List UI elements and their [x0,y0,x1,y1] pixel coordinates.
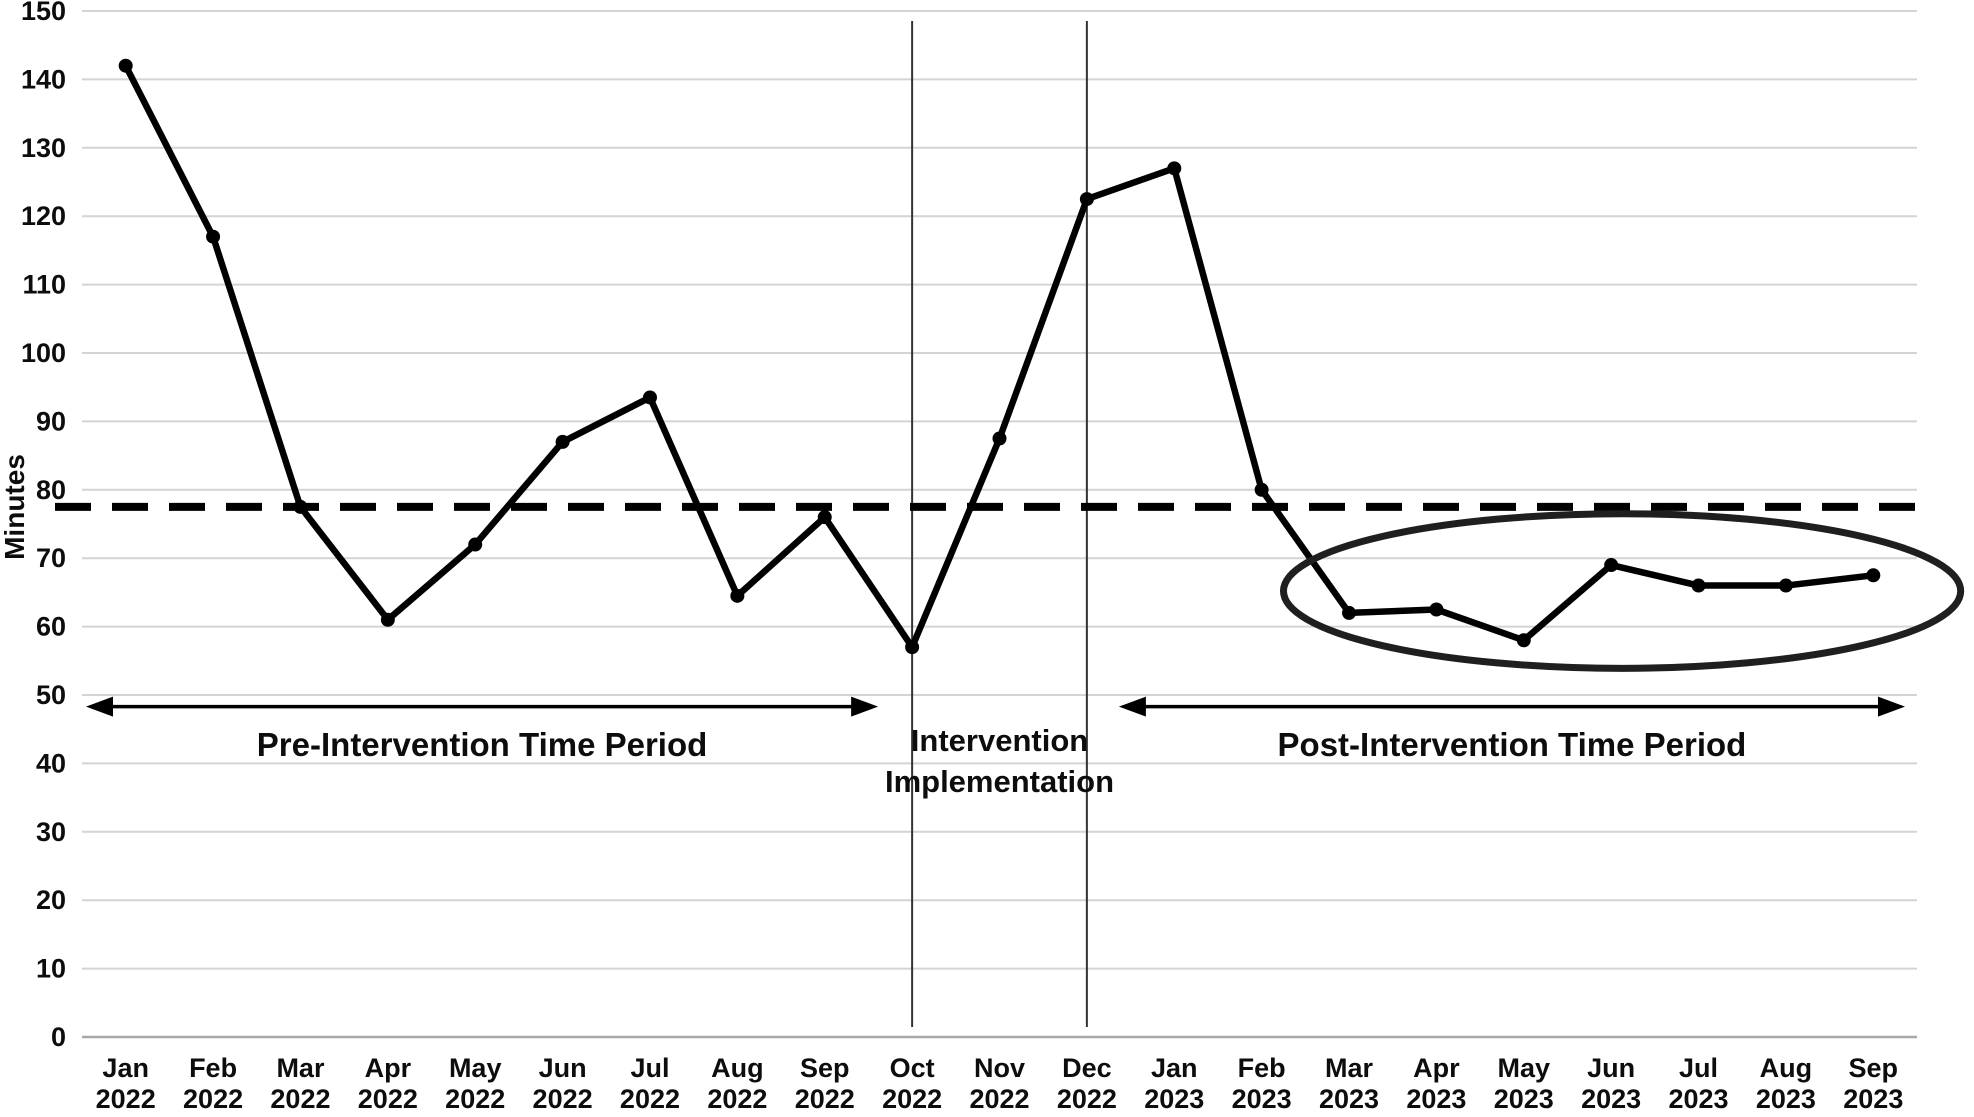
data-point [730,588,745,603]
y-tick-label: 60 [36,612,66,642]
pre-period-arrow-right-head [851,696,879,717]
x-tick-month-label: Sep [1849,1053,1899,1083]
y-tick-label: 80 [36,475,66,505]
y-tick-label: 100 [21,338,66,368]
x-tick-month-label: Apr [1413,1053,1460,1083]
data-point [992,431,1007,446]
x-tick-month-label: Feb [189,1053,237,1083]
x-tick-month-label: Mar [1325,1053,1374,1083]
y-tick-label: 30 [36,817,66,847]
x-tick-month-label: Jul [630,1053,669,1083]
x-tick-year-label: 2022 [795,1084,855,1112]
data-point [1167,161,1182,176]
y-tick-label: 120 [21,201,66,231]
x-tick-month-label: Apr [365,1053,412,1083]
data-point [1516,633,1531,648]
data-point [468,537,483,552]
y-tick-label: 90 [36,406,66,436]
data-point [380,612,395,627]
x-tick-month-label: Sep [800,1053,850,1083]
y-tick-label: 50 [36,680,66,710]
data-point [1429,602,1444,617]
post-period-arrow [1118,696,1905,717]
y-axis-title: Minutes [0,454,30,560]
x-tick-year-label: 2023 [1319,1084,1379,1112]
data-point [817,510,832,525]
y-tick-label: 110 [22,270,66,300]
x-tick-year-label: 2023 [1669,1084,1729,1112]
x-tick-month-label: Jan [102,1053,149,1083]
x-tick-month-label: Oct [890,1053,935,1083]
pre-period-label: Pre-Intervention Time Period [257,726,708,763]
data-point [1604,558,1619,573]
x-tick-year-label: 2022 [270,1084,330,1112]
data-point [1778,578,1793,593]
x-tick-year-label: 2022 [707,1084,767,1112]
x-tick-month-label: Jan [1151,1053,1198,1083]
x-tick-year-label: 2022 [183,1084,243,1112]
y-tick-label: 20 [36,885,66,915]
y-axis-labels: 0 10 20 30 40 50 60 70 80 90 100 110 120 130 140 150 [21,0,66,1052]
data-point [1866,568,1881,583]
x-tick-month-label: May [1498,1053,1551,1083]
gridlines [82,10,1917,1039]
x-tick-month-label: Mar [276,1053,325,1083]
data-point [1342,605,1357,620]
data-point [642,390,657,405]
x-tick-year-label: 2023 [1581,1084,1641,1112]
x-tick-month-label: May [449,1053,502,1083]
x-tick-month-label: Feb [1238,1053,1286,1083]
x-tick-year-label: 2023 [1756,1084,1816,1112]
x-tick-month-label: Nov [974,1053,1025,1083]
y-tick-label: 70 [36,543,66,573]
data-point [206,229,221,244]
data-point [555,434,570,449]
x-tick-year-label: 2022 [358,1084,418,1112]
post-period-label: Post-Intervention Time Period [1278,726,1747,763]
data-point [1254,482,1269,497]
y-tick-label: 0 [51,1022,66,1052]
x-tick-month-label: Dec [1062,1053,1112,1083]
post-period-highlight-ellipse [1279,510,1965,672]
x-tick-year-label: 2022 [882,1084,942,1112]
x-tick-year-label: 2022 [533,1084,593,1112]
x-tick-month-label: Aug [1760,1053,1812,1083]
x-tick-year-label: 2022 [969,1084,1029,1112]
y-tick-label: 130 [21,133,66,163]
data-point [118,58,133,73]
x-tick-year-label: 2022 [96,1084,156,1112]
pre-period-arrow-left-head [86,696,113,717]
y-tick-label: 10 [36,954,66,984]
highlight-ellipse-group [1279,510,1965,672]
y-tick-label: 140 [21,64,66,94]
x-tick-year-label: 2022 [1057,1084,1117,1112]
y-tick-label: 40 [36,748,66,778]
x-tick-month-label: Jul [1679,1053,1718,1083]
x-tick-month-label: Jun [539,1053,587,1083]
post-period-arrow-left-head [1118,696,1146,717]
x-tick-year-label: 2022 [620,1084,680,1112]
x-tick-year-label: 2023 [1232,1084,1292,1112]
post-period-arrow-right-head [1878,696,1905,717]
data-series [118,58,1881,655]
y-tick-label: 150 [21,0,66,26]
period-arrows [86,696,1905,717]
x-tick-year-label: 2022 [445,1084,505,1112]
x-tick-month-label: Aug [711,1053,763,1083]
x-tick-year-label: 2023 [1843,1084,1903,1112]
intervention-label-line2: Implementation [885,764,1114,799]
data-point [905,640,920,655]
x-axis-labels: Jan2022Feb2022Mar2022Apr2022May2022Jun20… [96,1053,1904,1114]
x-tick-year-label: 2023 [1406,1084,1466,1112]
data-point [1079,192,1094,207]
intervention-boundary-lines [911,21,1088,1027]
x-tick-year-label: 2023 [1144,1084,1204,1112]
x-tick-month-label: Jun [1587,1053,1635,1083]
x-tick-year-label: 2023 [1494,1084,1554,1112]
pre-period-arrow [86,696,879,717]
data-point [1691,578,1706,593]
intervention-label-line1: Intervention [911,723,1088,758]
